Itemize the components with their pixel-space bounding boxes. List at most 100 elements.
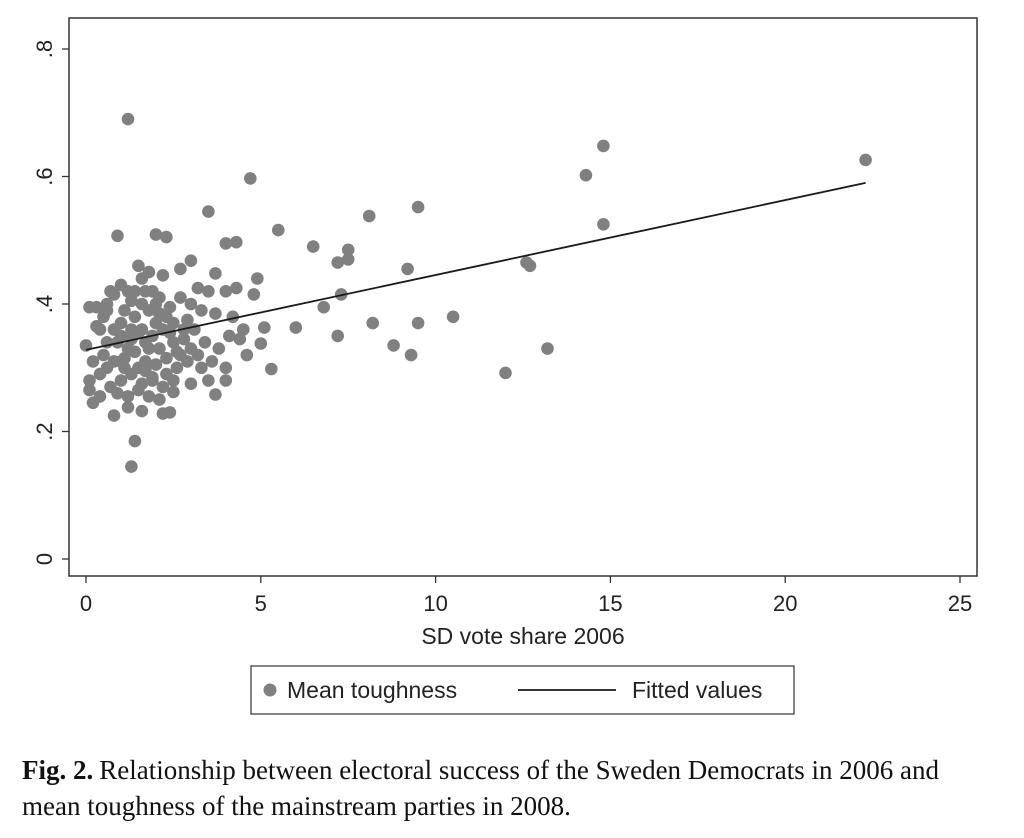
data-point xyxy=(132,259,145,273)
caption-label: Fig. 2. xyxy=(22,755,94,785)
data-point xyxy=(160,367,173,381)
data-point xyxy=(446,310,460,324)
data-point xyxy=(111,229,124,243)
data-point xyxy=(125,294,138,308)
data-point xyxy=(114,355,128,368)
data-point xyxy=(184,254,198,267)
data-point xyxy=(156,380,170,394)
data-point xyxy=(202,205,215,218)
data-point xyxy=(331,329,345,343)
data-point xyxy=(265,362,278,376)
data-point xyxy=(135,297,149,311)
data-point xyxy=(83,374,96,387)
data-point xyxy=(149,316,163,330)
data-point xyxy=(247,288,261,301)
data-point xyxy=(170,361,184,375)
data-point xyxy=(153,291,166,304)
legend-dot-marker xyxy=(263,683,277,697)
caption-text: Relationship between electoral success o… xyxy=(22,755,939,821)
y-tick-label: .6 xyxy=(32,167,57,185)
data-point xyxy=(142,265,156,279)
data-point xyxy=(174,291,187,304)
data-point xyxy=(167,385,180,399)
data-point xyxy=(121,342,135,355)
data-point xyxy=(83,383,96,397)
data-point xyxy=(205,355,219,368)
data-point xyxy=(184,377,198,391)
data-point xyxy=(104,285,117,298)
data-point xyxy=(209,388,222,401)
data-point xyxy=(579,168,593,182)
data-point xyxy=(111,387,124,400)
data-point xyxy=(191,281,205,295)
data-point xyxy=(160,351,173,365)
data-point xyxy=(163,406,177,419)
data-point xyxy=(83,300,96,314)
data-point xyxy=(97,348,110,362)
x-axis: 0 5 10 15 20 25 xyxy=(80,576,972,616)
data-point xyxy=(202,374,215,387)
data-point xyxy=(212,342,226,355)
data-point xyxy=(114,374,128,387)
data-point xyxy=(121,390,135,403)
data-point xyxy=(125,460,138,473)
data-point xyxy=(156,269,170,282)
data-point xyxy=(411,200,425,214)
data-point xyxy=(163,300,177,314)
data-point xyxy=(331,256,345,269)
data-point xyxy=(219,237,233,250)
data-point xyxy=(254,337,268,350)
data-point xyxy=(541,342,554,355)
scatter-chart: 0.2.4.6.8 0 5 10 15 20 25 SD vote share 2006 … xyxy=(32,17,978,715)
data-point xyxy=(184,342,198,355)
data-point xyxy=(100,304,114,317)
data-point xyxy=(181,313,194,327)
data-point xyxy=(523,259,537,273)
data-point xyxy=(128,310,142,324)
data-point xyxy=(341,243,355,257)
data-point xyxy=(272,223,285,237)
legend: Mean toughness Fitted values xyxy=(250,665,795,715)
data-point xyxy=(167,336,180,349)
data-point xyxy=(258,321,271,334)
y-tick-label: .2 xyxy=(32,422,57,440)
data-point xyxy=(306,240,320,253)
x-axis-title: SD vote share 2006 xyxy=(421,623,624,649)
data-point xyxy=(404,348,418,362)
data-point xyxy=(859,153,872,167)
data-point xyxy=(223,329,236,343)
fitted-line-group xyxy=(85,181,866,351)
data-point xyxy=(366,316,380,330)
data-point xyxy=(233,332,247,346)
data-point xyxy=(244,172,257,185)
x-tick-label: 5 xyxy=(255,591,267,616)
data-point xyxy=(195,304,208,317)
x-tick-label: 20 xyxy=(773,591,797,616)
data-point xyxy=(174,262,187,276)
data-point xyxy=(128,434,142,448)
data-point xyxy=(142,390,156,403)
data-point xyxy=(177,332,191,346)
x-tick-label: 25 xyxy=(948,591,972,616)
data-point xyxy=(93,323,107,336)
data-point xyxy=(219,374,233,387)
data-point xyxy=(209,267,222,280)
legend-label-fitted-values: Fitted values xyxy=(632,677,762,703)
y-tick-label: .8 xyxy=(32,40,57,58)
y-tick-label: 0 xyxy=(32,553,57,565)
x-tick-label: 0 xyxy=(80,591,92,616)
data-point xyxy=(139,364,152,378)
data-point xyxy=(86,396,100,410)
data-point xyxy=(153,342,166,355)
x-tick-label: 15 xyxy=(598,591,622,616)
legend-label-mean-toughness: Mean toughness xyxy=(287,677,457,703)
data-point xyxy=(121,285,135,298)
data-point xyxy=(597,218,610,231)
fitted-values-line xyxy=(85,181,866,351)
data-point xyxy=(146,374,159,387)
data-point xyxy=(198,336,212,349)
data-point xyxy=(362,209,376,223)
data-point xyxy=(184,297,198,311)
data-point xyxy=(289,321,303,334)
data-point xyxy=(160,310,173,324)
